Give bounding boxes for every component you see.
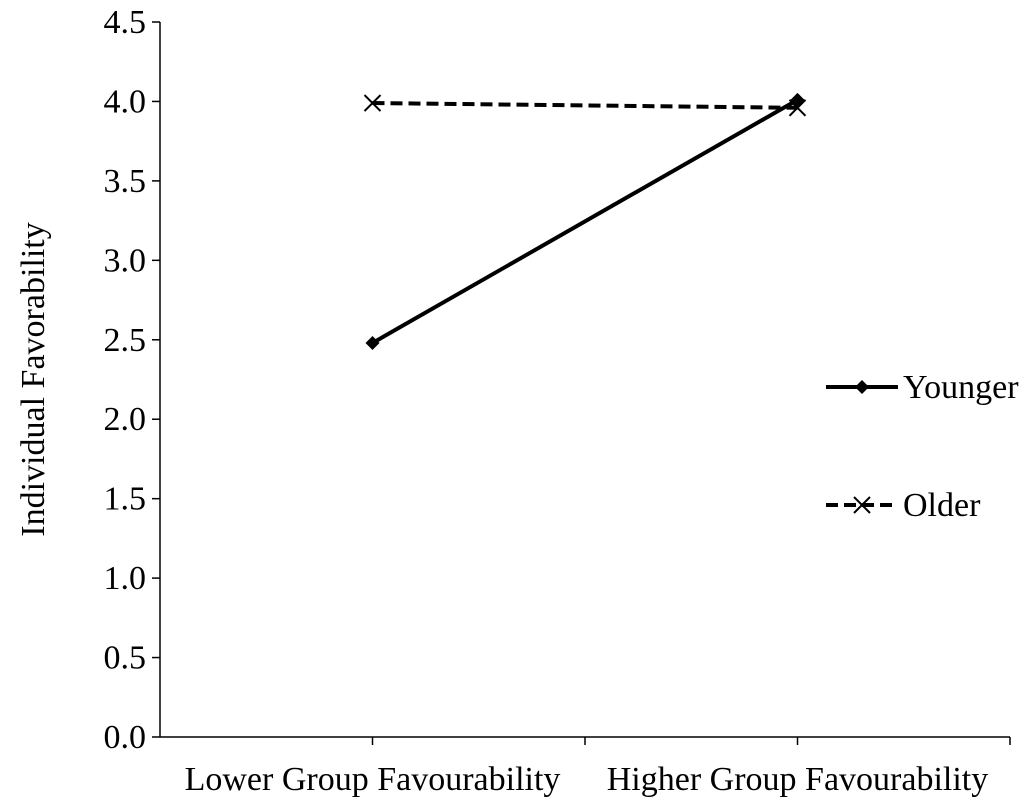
- x-category-label: Higher Group Favourability: [607, 761, 989, 798]
- x-marker-stroke: [363, 94, 382, 112]
- y-tick-label: 3.0: [104, 242, 147, 279]
- legend-marker-younger: [855, 380, 869, 394]
- y-tick-label: 1.0: [104, 560, 147, 597]
- y-tick-label: 4.0: [104, 83, 147, 120]
- x-marker-stroke: [788, 99, 807, 117]
- legend-label-older: Older: [903, 487, 981, 524]
- x-marker-stroke: [853, 496, 871, 514]
- data-point-older: [363, 94, 382, 112]
- legend-item-older: Older: [826, 487, 981, 524]
- y-axis-title: Individual Favorability: [15, 222, 52, 536]
- x-axis-ticks: Lower Group Favourability Higher Group Fa…: [185, 737, 1011, 798]
- y-tick-label: 1.5: [104, 481, 147, 518]
- y-tick-label: 3.5: [104, 163, 147, 200]
- legend-label-younger: Younger: [903, 369, 1019, 406]
- series-younger: [365, 92, 805, 350]
- x-category-label: Lower Group Favourability: [185, 761, 561, 798]
- y-axis-ticks: 0.0 0.5 1.0 1.5 2.0 2.5 3.0 3.5 4.0 4.5: [104, 4, 160, 756]
- series-older: [363, 94, 807, 117]
- legend-marker-older: [853, 496, 871, 514]
- data-point-older: [788, 99, 807, 117]
- y-tick-label: 4.5: [104, 4, 147, 41]
- legend-item-younger: Younger: [826, 369, 1019, 406]
- y-tick-label: 2.5: [104, 322, 147, 359]
- y-tick-label: 0.0: [104, 719, 147, 756]
- series-line-younger: [371, 98, 799, 345]
- y-tick-label: 0.5: [104, 640, 147, 677]
- data-point-younger: [365, 335, 380, 350]
- chart-axes: [159, 22, 1010, 738]
- series-layer: [363, 92, 807, 350]
- series-line-older: [372, 101, 798, 110]
- legend: Younger Older: [826, 369, 1019, 524]
- y-tick-label: 2.0: [104, 401, 147, 438]
